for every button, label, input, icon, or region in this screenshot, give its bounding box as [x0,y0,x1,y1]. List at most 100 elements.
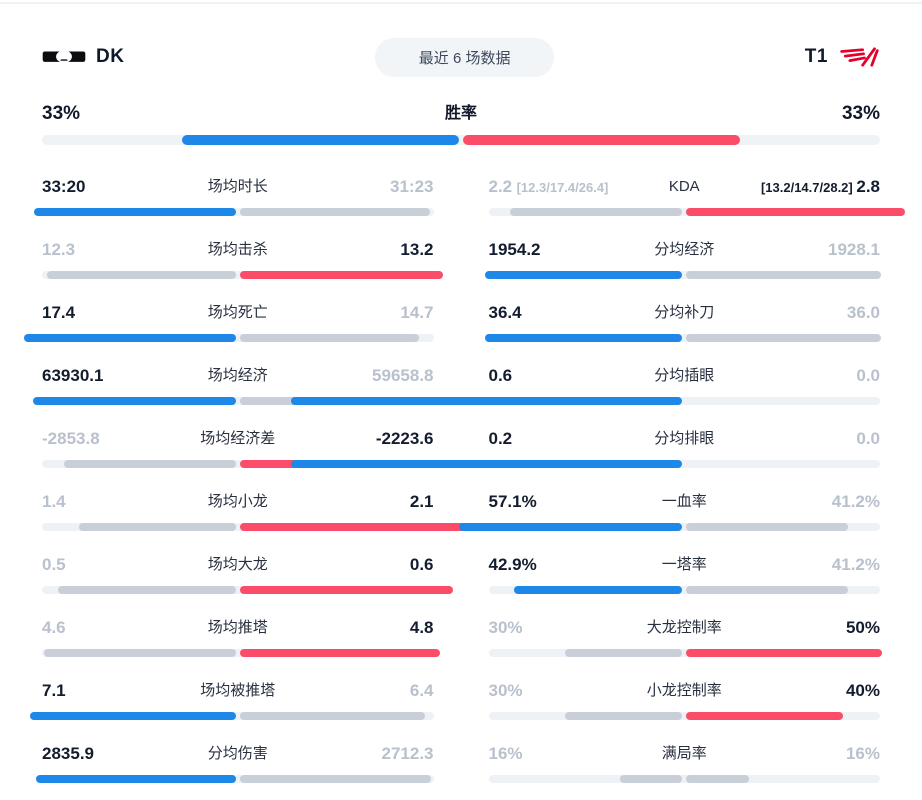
stat-label: 大龙控制率 [646,619,722,636]
stat-right-group: 13.2 [400,238,433,263]
stat-bar-left [290,460,683,468]
stat-right-group: 2.1 [410,490,434,515]
stat-bar-track [42,586,454,594]
stat-text-line: 16% 满局率 16% [489,742,881,766]
stat-text-line: 2.2 [12.3/17.4/26.4] KDA [13.2/14.7/28.2… [489,175,881,199]
stat-value-left: 36.4 [488,303,522,322]
stat-text-line: 12.3 场均击杀 13.2 [42,238,434,262]
stat-left-group: 57.1% [489,490,537,515]
stat-row: 33:20 场均时长 31:23 [34,175,434,216]
stat-label: 分均排眼 [654,430,715,447]
stat-text-line: 57.1% 一血率 41.2% [489,490,881,514]
stat-right-group: 1928.1 [828,238,880,263]
stat-value-right: 41.2% [831,555,880,574]
stat-bar-right [686,523,848,531]
stat-left-group: 12.3 [42,238,75,263]
stat-bar-left [57,586,236,594]
stat-value-left: 1.4 [42,492,66,511]
stat-left-group: 2835.9 [42,742,94,767]
stat-right-group: 0.0 [856,427,880,452]
stat-value-right: 2712.3 [381,744,434,763]
stat-text-line: 0.5 场均大龙 0.6 [42,553,434,577]
stat-label: 分均插眼 [654,367,715,384]
stat-detail-right: [13.2/14.7/28.2] [760,180,857,195]
stat-right-group: 41.2% [832,553,880,578]
stat-row: 30% 大龙控制率 50% [488,616,882,657]
stat-value-left: -2853.8 [42,429,100,448]
stat-value-left: 0.2 [488,429,513,448]
stat-label: 场均经济 [207,367,268,384]
stat-bar-track [42,523,475,531]
stat-row: 0.5 场均大龙 0.6 [42,553,454,594]
stat-row: 1.4 场均小龙 2.1 [42,490,475,531]
stat-value-right: 14.7 [400,303,434,322]
stat-label: 场均死亡 [207,304,268,321]
stat-value-left: 0.5 [42,555,66,574]
stat-value-right: 13.2 [400,240,434,259]
stat-row: 17.4 场均死亡 14.7 [23,301,434,342]
stat-bar-left [564,649,683,657]
stat-bar-left [485,334,683,342]
stat-text-line: 17.4 场均死亡 14.7 [42,301,434,325]
stat-right-group: 40% [846,679,880,704]
winrate-right-value: 33% [841,103,880,124]
stat-row: 1954.2 分均经济 1928.1 [485,238,881,279]
stat-bar-right [686,586,848,594]
stat-label: 场均被推塔 [200,682,276,699]
stat-detail-left: [12.3/17.4/26.4] [516,180,609,195]
stat-row: 2.2 [12.3/17.4/26.4] KDA [13.2/14.7/28.2… [488,175,906,216]
stat-row: 16% 满局率 16% [488,742,881,783]
stat-value-right: 41.2% [831,492,880,511]
range-filter-pill[interactable]: 最近 6 场数据 [374,37,555,77]
stat-bar-right [239,775,432,783]
stat-value-left: 2.2 [488,177,513,196]
stat-label: 场均推塔 [207,619,268,636]
stat-label: 分均补刀 [654,304,715,321]
stat-value-right: 2.8 [856,177,880,196]
stat-left-group: 2.2 [12.3/17.4/26.4] [489,175,609,200]
stat-text-line: 4.6 场均推塔 4.8 [42,616,434,640]
stat-left-group: 1954.2 [489,238,541,263]
stat-value-right: 0.6 [409,555,434,574]
stat-value-left: 1954.2 [488,240,541,259]
stat-bar-right [686,712,843,720]
stat-right-group: 41.2% [832,490,880,515]
stat-text-line: 1.4 场均小龙 2.1 [42,490,434,514]
stat-row: 30% 小龙控制率 40% [488,679,880,720]
team-right: T1 [805,44,880,70]
stats-column-left: 33:20 场均时长 31:23 12.3 场均击杀 13.2 [23,175,475,800]
stat-bar-left [619,775,683,783]
winrate-bar-track [42,135,880,145]
stat-right-group: 0.0 [856,364,880,389]
stat-bar-right [239,649,440,657]
stat-right-group: 59658.8 [372,364,433,389]
winrate-left-value: 33% [42,103,81,124]
stat-left-group: 33:20 [42,175,85,200]
stat-bar-left [33,397,236,405]
stat-bar-right [686,334,881,342]
stat-bar-left [47,271,236,279]
stats-grid: 33:20 场均时长 31:23 12.3 场均击杀 13.2 [23,175,906,800]
t1-logo-icon [838,44,880,70]
stat-text-line: 36.4 分均补刀 36.0 [489,301,881,325]
stat-value-left: 2835.9 [42,744,94,763]
dk-logo-icon [42,44,86,70]
winrate-bar-left [182,135,459,145]
stat-value-right: 16% [845,744,880,763]
stat-value-left: 57.1% [488,492,537,511]
stat-bar-track [485,334,881,342]
stat-label: 一血率 [661,493,707,510]
stat-right-group: 6.4 [410,679,434,704]
stat-label: 场均击杀 [207,241,268,258]
stat-bar-left [34,208,236,216]
stat-bar-left [510,208,683,216]
header: DK 最近 6 场数据 T1 [42,37,880,77]
stat-right-group: [13.2/14.7/28.2] 2.8 [761,175,880,200]
stat-value-left: 0.6 [488,366,513,385]
stat-right-group: 2712.3 [382,742,434,767]
stat-text-line: 33:20 场均时长 31:23 [42,175,434,199]
stat-label: 场均小龙 [207,493,268,510]
stat-value-right: -2223.6 [375,429,434,448]
team-left-name: DK [96,46,125,67]
stat-left-group: 42.9% [489,553,537,578]
